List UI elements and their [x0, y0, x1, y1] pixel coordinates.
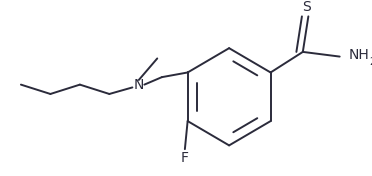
- Text: F: F: [181, 152, 189, 165]
- Text: 2: 2: [369, 57, 372, 67]
- Text: NH: NH: [349, 48, 370, 62]
- Text: N: N: [134, 78, 144, 92]
- Text: S: S: [302, 0, 311, 14]
